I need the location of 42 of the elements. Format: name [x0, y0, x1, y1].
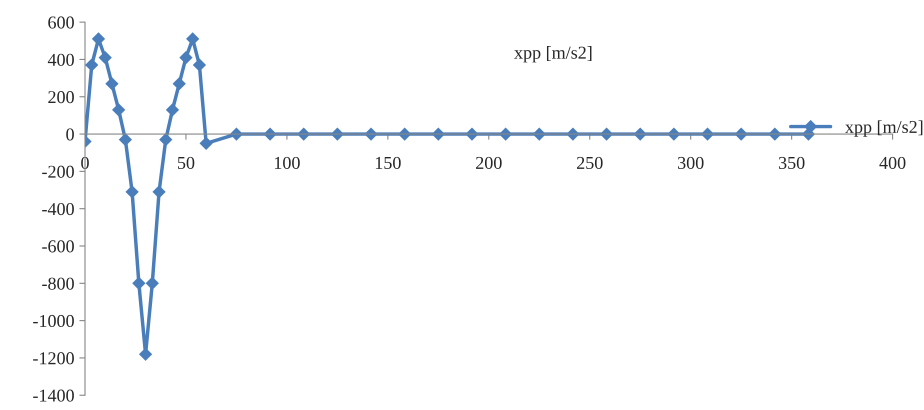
y-tick-label: 600: [48, 16, 74, 29]
point: [98, 51, 112, 64]
point: [152, 185, 166, 198]
point: [466, 128, 478, 140]
x-tick-label: 50: [178, 156, 194, 169]
point: [146, 276, 159, 290]
point: [166, 103, 179, 116]
y-tick-label: -200: [42, 166, 74, 178]
y-tick-label: -800: [42, 278, 74, 290]
y-tick-label: -1400: [33, 389, 74, 402]
point: [364, 128, 378, 140]
y-tick-label: 400: [48, 54, 74, 66]
x-tick-label: 350: [778, 156, 804, 169]
point: [200, 136, 213, 150]
point: [85, 58, 98, 72]
point: [139, 348, 152, 361]
x-tick-label: 200: [476, 156, 502, 169]
text: xpp [m/s2]: [514, 46, 592, 62]
x-tick-label: 250: [576, 156, 603, 169]
x-tick-label: 400: [879, 156, 906, 169]
y-tick-label: -400: [42, 202, 74, 216]
point: [180, 51, 192, 64]
point: [600, 128, 613, 140]
point: [193, 58, 206, 72]
point: [186, 32, 200, 46]
y-tick-label: 0: [66, 128, 74, 141]
point: [112, 103, 126, 116]
point: [701, 128, 714, 140]
x-tick-label: 300: [678, 156, 704, 169]
y-tick-label: -1200: [33, 352, 74, 364]
point: [92, 32, 105, 46]
point: [106, 77, 118, 90]
x-tick-label: 150: [376, 156, 401, 169]
x-tick-label: 100: [274, 156, 300, 169]
y-tick-label: 200: [48, 91, 74, 104]
y-tick-label: -1000: [33, 314, 74, 328]
point: [172, 77, 186, 90]
point: [132, 276, 146, 290]
point: [118, 133, 132, 146]
point: [126, 185, 139, 198]
y-tick-label: -600: [42, 240, 74, 252]
point: [159, 133, 172, 146]
